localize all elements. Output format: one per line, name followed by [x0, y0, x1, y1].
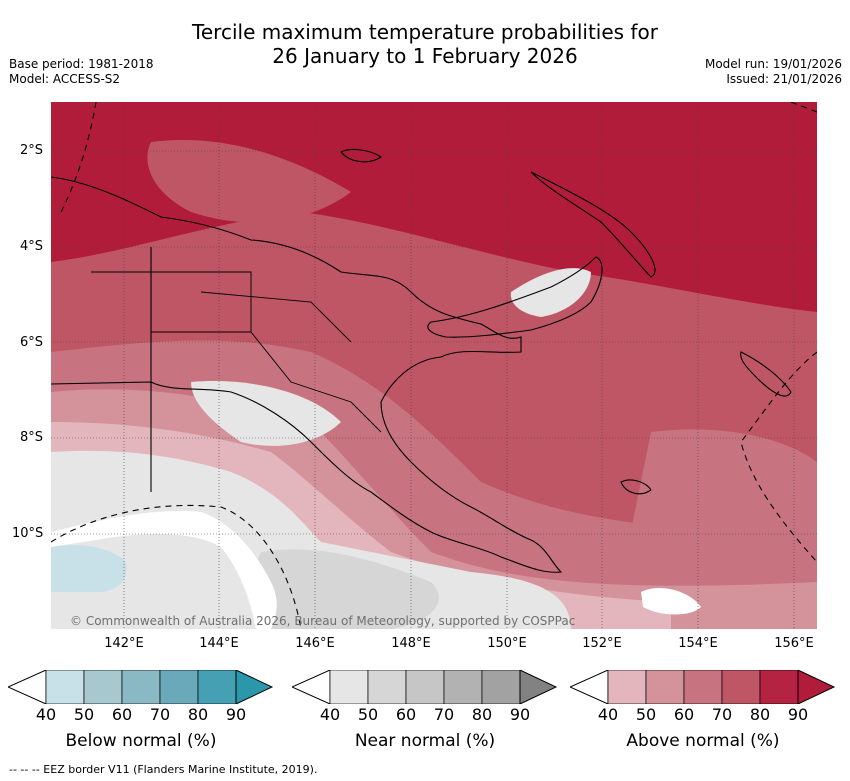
lon-label-146e: 146°E	[295, 636, 335, 651]
legend-tick-label: 70	[149, 705, 171, 724]
legend-swatch	[121, 670, 161, 704]
province-borders	[91, 271, 382, 433]
legend-swatch	[367, 670, 407, 704]
legend-tick-label: 40	[319, 705, 341, 724]
lon-label-144e: 144°E	[199, 636, 239, 651]
legend-near-label: Near normal (%)	[354, 731, 496, 751]
legend-below-swatches	[8, 670, 274, 704]
legend-swatch	[405, 670, 445, 704]
new-britain-coast	[427, 256, 603, 338]
region-near-normal	[51, 450, 571, 629]
map-title: Tercile maximum temperature probabilitie…	[0, 20, 850, 68]
no-signal-east	[641, 587, 701, 615]
lat-label-10s: 10°S	[12, 526, 44, 541]
legend-tick-label: 80	[187, 705, 209, 724]
lat-label-4s: 4°S	[20, 239, 44, 254]
legend-above-label: Above normal (%)	[626, 731, 780, 751]
legend-tick-label: 60	[673, 705, 695, 724]
eez-footnote: -- -- -- EEZ border V11 (Flanders Marine…	[9, 763, 318, 776]
legend-swatch	[607, 670, 647, 704]
legend-tick-label: 40	[35, 705, 57, 724]
legend-extend-high	[235, 670, 274, 704]
legend-swatch	[481, 670, 521, 704]
region-below-normal	[51, 545, 127, 592]
probability-map[interactable]	[51, 102, 817, 629]
legend-tick-label: 60	[395, 705, 417, 724]
legend-near-swatches	[292, 670, 558, 704]
eez-borders	[51, 102, 817, 629]
legend-below-normal	[8, 670, 274, 704]
legend-swatch	[645, 670, 685, 704]
graticule	[51, 102, 817, 629]
issued-date: Issued: 21/01/2026	[726, 72, 842, 86]
new-guinea-coast	[51, 176, 563, 573]
legend-tick-label: 50	[635, 705, 657, 724]
lon-label-150e: 150°E	[487, 636, 527, 651]
legend-extend-high	[519, 670, 558, 704]
legend-swatch	[159, 670, 199, 704]
legend-swatch	[83, 670, 123, 704]
legend-tick-label: 70	[711, 705, 733, 724]
legend-above-swatches	[570, 670, 836, 704]
lon-label-142e: 142°E	[104, 636, 144, 651]
legend-swatch	[45, 670, 85, 704]
legend-tick-label: 60	[111, 705, 133, 724]
legend-swatch	[721, 670, 761, 704]
copyright-notice: © Commonwealth of Australia 2026, Bureau…	[70, 614, 576, 628]
bougainville-coast	[740, 351, 792, 397]
region-above-70-east	[611, 429, 817, 629]
islands-north	[340, 148, 382, 163]
legend-swatch	[443, 670, 483, 704]
region-near-normal-upper	[191, 381, 341, 446]
no-signal-strip	[51, 511, 277, 629]
model-run: Model run: 19/01/2026	[704, 57, 842, 71]
legend-tick-label: 80	[749, 705, 771, 724]
islands-east	[620, 479, 652, 495]
legend-tick-label: 70	[433, 705, 455, 724]
legend-below-label: Below normal (%)	[65, 731, 217, 751]
meta-right: Model run: 19/01/2026 Issued: 21/01/2026	[705, 57, 842, 87]
legend-extend-low	[8, 670, 47, 704]
lon-label-156e: 156°E	[774, 636, 814, 651]
legend-tick-label: 50	[73, 705, 95, 724]
legend-tick-label: 40	[597, 705, 619, 724]
legend-swatch	[683, 670, 723, 704]
meta-left: Base period: 1981-2018 Model: ACCESS-S2	[9, 57, 154, 87]
legend-above-normal	[570, 670, 836, 704]
legend-tick-label: 90	[509, 705, 531, 724]
lon-label-154e: 154°E	[678, 636, 718, 651]
base-period: Base period: 1981-2018	[9, 57, 154, 71]
legend-tick-label: 50	[357, 705, 379, 724]
legend-extend-low	[292, 670, 331, 704]
legend-tick-label: 90	[225, 705, 247, 724]
legend-extend-high	[797, 670, 836, 704]
lon-label-148e: 148°E	[391, 636, 431, 651]
legend-near-normal	[292, 670, 558, 704]
model-name: Model: ACCESS-S2	[9, 72, 121, 86]
lat-label-2s: 2°S	[20, 143, 44, 158]
legend-swatch	[329, 670, 369, 704]
region-near-island	[510, 268, 591, 317]
legend-tick-label: 80	[471, 705, 493, 724]
lat-label-6s: 6°S	[20, 335, 44, 350]
legend-swatch	[759, 670, 799, 704]
legend-extend-low	[570, 670, 609, 704]
lon-label-152e: 152°E	[582, 636, 622, 651]
title-line-2: 26 January to 1 February 2026	[272, 44, 578, 68]
legend-tick-label: 90	[787, 705, 809, 724]
region-near-normal-darker	[254, 549, 439, 629]
legend-swatch	[197, 670, 237, 704]
coastlines	[51, 148, 792, 573]
new-ireland-coast	[530, 171, 656, 278]
region-above-80-north	[147, 140, 351, 223]
lat-label-8s: 8°S	[20, 430, 44, 445]
title-line-1: Tercile maximum temperature probabilitie…	[192, 20, 658, 44]
